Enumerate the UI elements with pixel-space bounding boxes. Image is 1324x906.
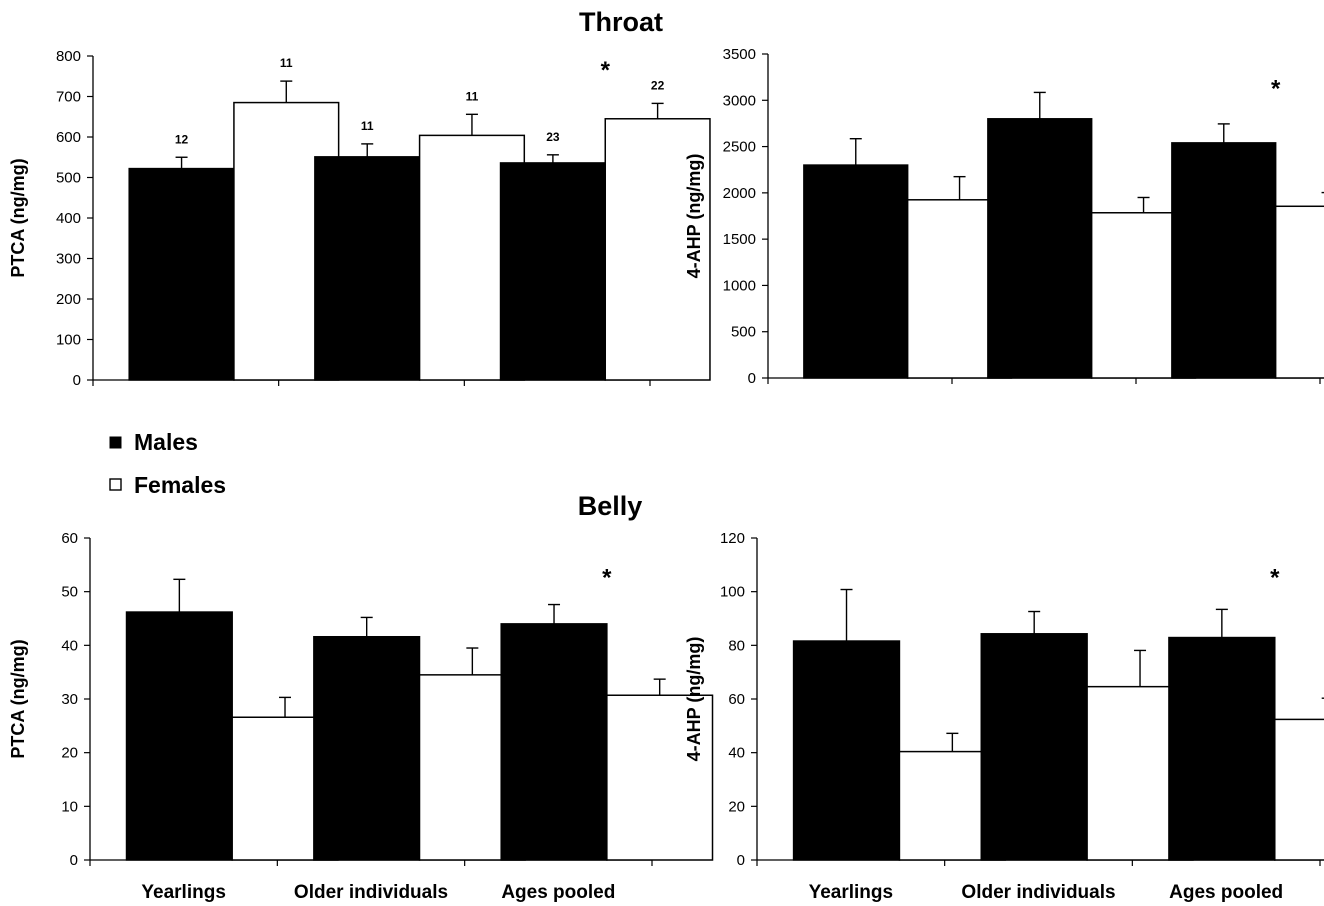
section-title-throat: Throat bbox=[579, 7, 663, 37]
section-title-belly: Belly bbox=[578, 491, 643, 521]
sample-size-label: 11 bbox=[466, 89, 479, 103]
bar-males-2 bbox=[313, 635, 421, 861]
significance-marker: * bbox=[1271, 75, 1281, 102]
y-tick-label: 0 bbox=[73, 372, 81, 389]
bar-males-3 bbox=[1168, 636, 1276, 861]
legend-label-females: Females bbox=[134, 472, 226, 498]
bar-males-3 bbox=[500, 623, 608, 861]
category-label: Older individuals bbox=[961, 882, 1115, 903]
y-tick-label: 80 bbox=[728, 637, 745, 654]
y-tick-label: 20 bbox=[61, 745, 78, 762]
bar-males-3 bbox=[1171, 142, 1277, 379]
y-tick-label: 700 bbox=[56, 89, 81, 106]
bar-males-2 bbox=[987, 118, 1093, 379]
bar-males-1 bbox=[128, 167, 235, 381]
y-tick-label: 3000 bbox=[723, 92, 756, 109]
y-tick-label: 3500 bbox=[723, 46, 756, 63]
y-tick-label: 0 bbox=[70, 852, 78, 869]
legend: Males Females bbox=[109, 429, 226, 498]
y-tick-label: 800 bbox=[56, 48, 81, 65]
bar-males-1 bbox=[803, 164, 909, 379]
y-tick-label: 200 bbox=[56, 291, 81, 308]
bar-females-3 bbox=[604, 118, 711, 381]
sample-size-label: 11 bbox=[361, 119, 374, 133]
chart-belly-ptca: 0 10 20 30 40 50 60 PTCA (ng/mg) Yearlings Older … bbox=[8, 530, 714, 903]
y-tick-label: 60 bbox=[728, 691, 745, 708]
legend-label-males: Males bbox=[134, 429, 198, 455]
bar-males-1 bbox=[792, 640, 901, 861]
y-axis-label: 4-AHP (ng/mg) bbox=[684, 154, 704, 279]
sample-size-label: 22 bbox=[651, 78, 665, 92]
chart-throat-ptca: 0 100 200 300 400 500 600 700 800 PTCA (ng/mg) 12 1… bbox=[8, 48, 711, 389]
sample-size-label: 12 bbox=[175, 132, 189, 146]
chart-belly-4ahp: 0 20 40 60 80 100 120 4-AHP (ng/mg) Yearlings Old… bbox=[684, 530, 1324, 903]
significance-marker: * bbox=[601, 57, 611, 84]
y-tick-label: 100 bbox=[56, 332, 81, 349]
bar-females-3 bbox=[606, 694, 714, 861]
category-label: Yearlings bbox=[141, 882, 226, 903]
y-tick-label: 1500 bbox=[723, 231, 756, 248]
bar-males-2 bbox=[980, 633, 1088, 861]
y-tick-label: 20 bbox=[728, 798, 745, 815]
y-axis-label: 4-AHP (ng/mg) bbox=[684, 637, 704, 762]
bar-males-3 bbox=[499, 162, 607, 381]
significance-marker: * bbox=[1270, 565, 1280, 592]
bar-females-3 bbox=[1274, 205, 1324, 379]
y-tick-label: 30 bbox=[61, 691, 78, 708]
category-label: Older individuals bbox=[294, 882, 448, 903]
y-tick-label: 100 bbox=[720, 584, 745, 601]
category-label: Yearlings bbox=[809, 882, 894, 903]
bar-males-1 bbox=[125, 611, 233, 861]
y-tick-label: 60 bbox=[61, 530, 78, 547]
y-tick-label: 1000 bbox=[723, 277, 756, 294]
y-tick-label: 500 bbox=[56, 170, 81, 187]
chart-throat-4ahp: 0 500 1000 1500 2000 2500 3000 3500 4-AHP (ng/mg… bbox=[684, 46, 1324, 387]
y-tick-label: 0 bbox=[748, 370, 756, 387]
y-tick-label: 400 bbox=[56, 210, 81, 227]
y-tick-label: 600 bbox=[56, 129, 81, 146]
category-label: Ages pooled bbox=[1169, 882, 1283, 903]
y-tick-label: 0 bbox=[737, 852, 745, 869]
y-tick-label: 120 bbox=[720, 530, 745, 547]
y-tick-label: 300 bbox=[56, 251, 81, 268]
sample-size-label: 11 bbox=[280, 56, 293, 70]
y-tick-label: 50 bbox=[61, 584, 78, 601]
significance-marker: * bbox=[602, 565, 612, 592]
bar-females-3 bbox=[1274, 718, 1324, 861]
sample-size-label: 23 bbox=[546, 130, 560, 144]
y-tick-label: 2000 bbox=[723, 185, 756, 202]
y-tick-label: 500 bbox=[731, 324, 756, 341]
y-axis-label: PTCA (ng/mg) bbox=[8, 639, 28, 758]
bar-males-2 bbox=[314, 156, 421, 381]
legend-swatch-females bbox=[109, 478, 122, 491]
y-tick-label: 40 bbox=[61, 637, 78, 654]
y-axis-label: PTCA (ng/mg) bbox=[8, 158, 28, 277]
category-label: Ages pooled bbox=[501, 882, 615, 903]
y-tick-label: 40 bbox=[728, 745, 745, 762]
legend-swatch-males bbox=[109, 436, 122, 449]
y-tick-label: 2500 bbox=[723, 139, 756, 156]
y-tick-label: 10 bbox=[61, 798, 78, 815]
